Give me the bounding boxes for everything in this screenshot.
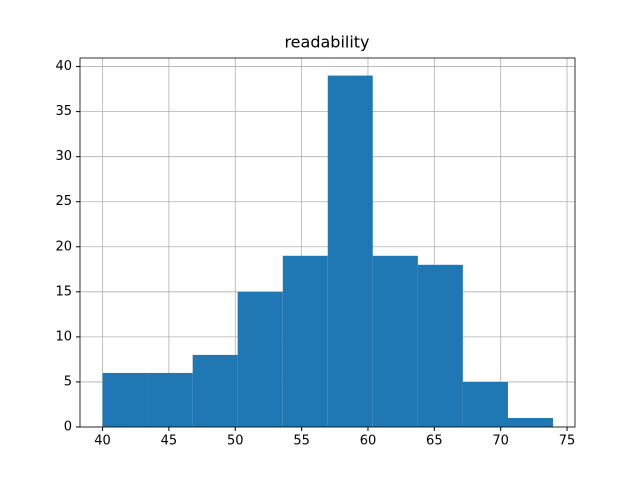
bar	[102, 372, 148, 427]
y-tick-label: 35	[55, 104, 72, 119]
chart-title: readability	[284, 33, 369, 52]
y-tick-label: 40	[55, 59, 72, 74]
y-tick-label: 15	[55, 284, 72, 299]
bar	[282, 255, 328, 427]
x-tick-label: 60	[360, 434, 377, 449]
y-tick-label: 30	[55, 149, 72, 164]
x-tick-label: 45	[161, 434, 178, 449]
bar	[372, 255, 418, 427]
y-tick-label: 0	[64, 420, 72, 435]
y-tick-label: 5	[64, 374, 72, 389]
bar	[147, 372, 193, 427]
axes-frame	[79, 57, 576, 428]
bar	[507, 417, 553, 427]
x-tick-label: 40	[94, 434, 111, 449]
bar	[192, 354, 238, 427]
bar	[462, 381, 508, 427]
bar	[327, 75, 373, 428]
x-tick-label: 55	[293, 434, 310, 449]
y-tick-label: 20	[55, 239, 72, 254]
y-tick-label: 10	[55, 329, 72, 344]
y-tick-label: 25	[55, 194, 72, 209]
x-tick-label: 50	[227, 434, 244, 449]
x-tick-label: 65	[426, 434, 443, 449]
bar	[417, 264, 463, 427]
x-tick-label: 75	[559, 434, 576, 449]
bar	[237, 291, 283, 427]
x-tick-label: 70	[492, 434, 509, 449]
